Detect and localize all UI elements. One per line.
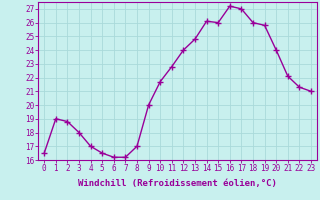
X-axis label: Windchill (Refroidissement éolien,°C): Windchill (Refroidissement éolien,°C): [78, 179, 277, 188]
